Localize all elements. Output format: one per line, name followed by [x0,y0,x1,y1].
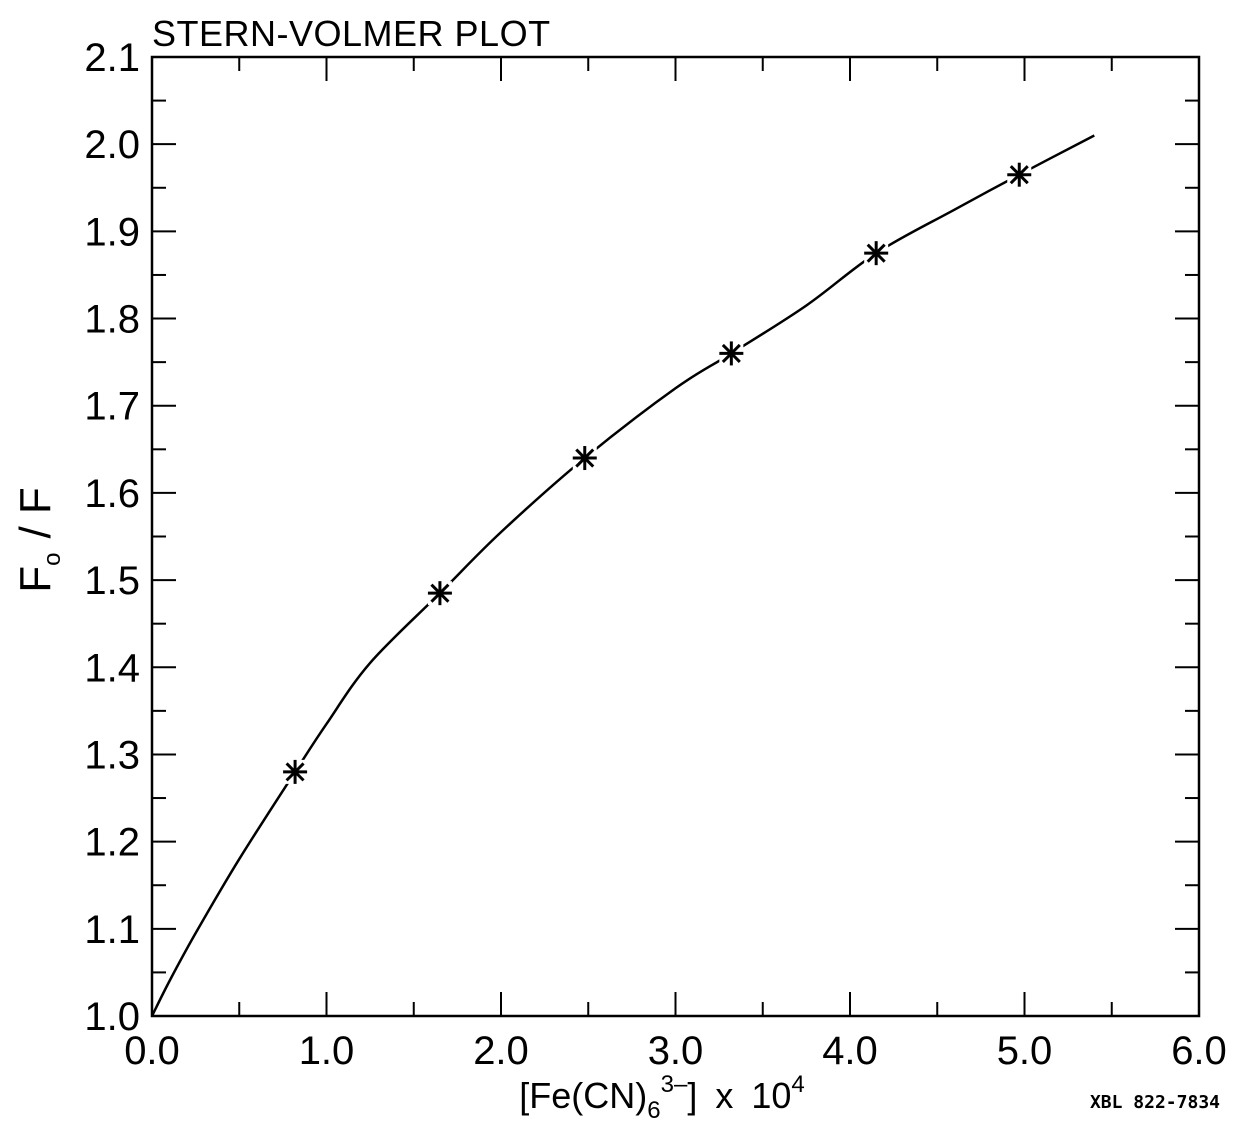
data-point [1007,162,1032,187]
data-points [283,162,1032,784]
y-label-rest: / F [11,487,60,538]
x-tick-labels: 0.0 1.0 2.0 3.0 4.0 5.0 6.0 [124,1029,1227,1073]
y-tick-label: 1.2 [84,821,140,865]
y-tick-label: 1.7 [84,385,140,429]
y-tick-label: 1.6 [84,472,140,516]
data-point [719,341,744,366]
x-label-close: ] [687,1075,697,1116]
fit-curve [150,134,1095,1017]
y-label-f: F [11,566,60,593]
y-tick-label: 1.5 [84,559,140,603]
x-label-pow-base: 10 [751,1075,791,1116]
x-label-pow-exp: 4 [791,1071,804,1098]
data-point [283,759,308,784]
x-tick-label: 3.0 [648,1029,704,1073]
y-tick-label: 1.8 [84,298,140,342]
y-tick-label: 1.4 [84,646,140,690]
x-tick-label: 4.0 [822,1029,878,1073]
x-label-subscript: 6 [647,1097,660,1123]
x-label-superscript: 3– [661,1071,688,1098]
data-point [427,581,452,606]
chart-title: STERN-VOLMER PLOT [152,13,551,54]
x-tick-label: 2.0 [473,1029,529,1073]
x-label-times: x [715,1075,733,1116]
x-tick-label: 1.0 [299,1029,355,1073]
x-tick-label: 5.0 [997,1029,1053,1073]
figure-code: XBL 822-7834 [1090,1092,1220,1113]
y-tick-label: 2.1 [84,36,140,80]
y-tick-labels: 1.0 1.1 1.2 1.3 1.4 1.5 1.6 1.7 1.8 1.9 2.0 2.1 [84,36,140,1039]
plot-frame [150,55,1201,1018]
x-tick-label: 6.0 [1171,1029,1227,1073]
data-point [572,446,597,471]
y-tick-label: 1.0 [84,995,140,1039]
y-tick-label: 1.9 [84,210,140,254]
y-axis-label: Fo / F [11,487,66,593]
x-label-main: [Fe(CN) [519,1075,647,1116]
data-point [864,241,889,266]
axis-ticks [151,56,1200,1017]
y-tick-label: 1.1 [84,908,140,952]
x-tick-label: 0.0 [124,1029,180,1073]
y-tick-label: 1.3 [84,733,140,777]
x-axis-label: [Fe(CN)63–] x 104 [519,1071,804,1123]
y-label-subscript: o [39,553,66,566]
y-tick-label: 2.0 [84,123,140,167]
